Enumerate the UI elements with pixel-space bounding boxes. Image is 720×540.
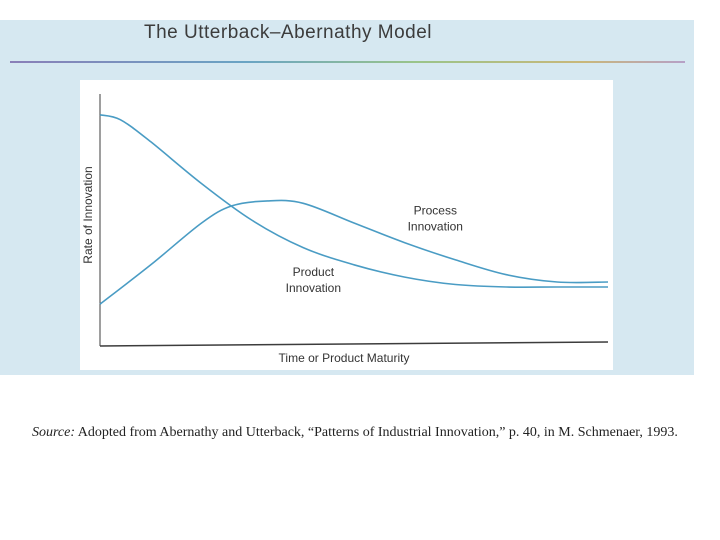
annotation-line: Process xyxy=(414,204,457,218)
annotation-product-innovation: Product Innovation xyxy=(286,265,341,295)
source-citation: Source: Adopted from Abernathy and Utter… xyxy=(32,424,712,442)
series-line-product-innovation xyxy=(99,114,608,288)
series-line-process-innovation xyxy=(99,199,609,305)
annotation-layer: Process Innovation Product Innovation xyxy=(286,204,463,295)
x-axis-line xyxy=(99,341,609,347)
series-layer xyxy=(99,114,609,305)
annotation-line: Innovation xyxy=(286,281,341,295)
title-divider xyxy=(10,61,685,63)
innovation-chart: Process Innovation Product Innovation Time … xyxy=(81,94,609,365)
slide-title: The Utterback–Abernathy Model xyxy=(144,22,433,43)
source-label: Source: xyxy=(32,425,76,440)
annotation-line: Product xyxy=(293,265,335,279)
annotation-line: Innovation xyxy=(408,220,463,234)
y-axis-label: Rate of Innovation xyxy=(81,166,95,263)
source-text: Adopted from Abernathy and Utterback, “P… xyxy=(77,425,678,440)
annotation-process-innovation: Process Innovation xyxy=(408,204,463,234)
x-axis-label: Time or Product Maturity xyxy=(279,351,410,365)
plot-area xyxy=(80,80,613,370)
